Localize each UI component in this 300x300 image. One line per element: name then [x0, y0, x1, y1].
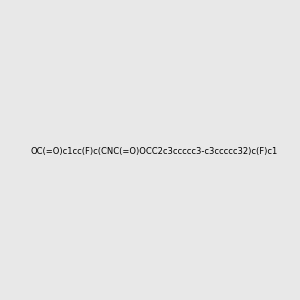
Text: OC(=O)c1cc(F)c(CNC(=O)OCC2c3ccccc3-c3ccccc32)c(F)c1: OC(=O)c1cc(F)c(CNC(=O)OCC2c3ccccc3-c3ccc… [30, 147, 278, 156]
